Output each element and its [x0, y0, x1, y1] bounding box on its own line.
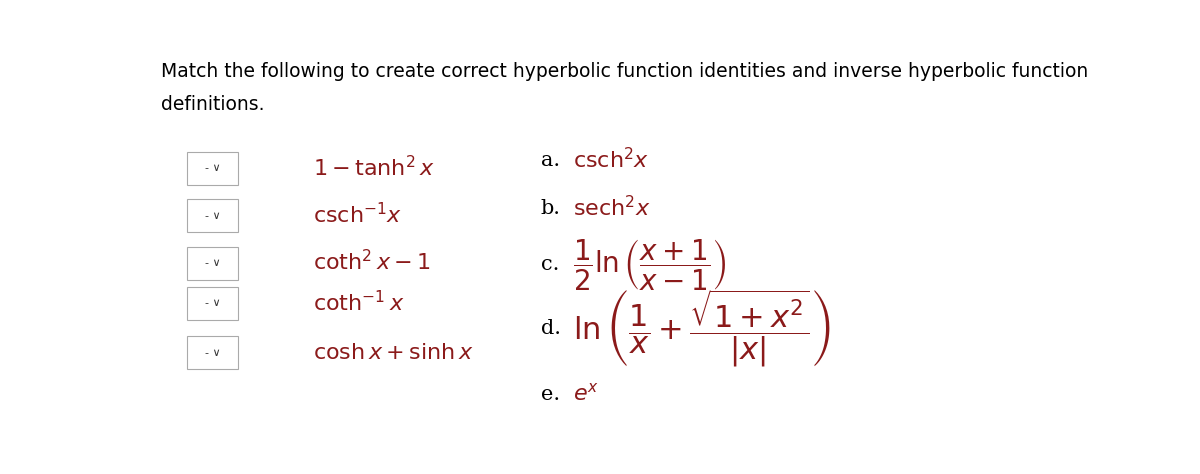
Text: $\mathrm{csch}^2 x$: $\mathrm{csch}^2 x$ — [574, 148, 649, 173]
Text: $\dfrac{1}{2}\ln\left(\dfrac{x+1}{x-1}\right)$: $\dfrac{1}{2}\ln\left(\dfrac{x+1}{x-1}\r… — [574, 237, 727, 292]
FancyBboxPatch shape — [187, 287, 239, 319]
Text: - ∨: - ∨ — [205, 258, 221, 268]
Text: $\ln\left(\dfrac{1}{x} + \dfrac{\sqrt{1+x^2}}{|x|}\right)$: $\ln\left(\dfrac{1}{x} + \dfrac{\sqrt{1+… — [574, 288, 832, 369]
Text: a.: a. — [540, 151, 559, 170]
FancyBboxPatch shape — [187, 152, 239, 185]
Text: $\cosh x + \sinh x$: $\cosh x + \sinh x$ — [313, 341, 473, 364]
Text: Match the following to create correct hyperbolic function identities and inverse: Match the following to create correct hy… — [161, 63, 1088, 82]
FancyBboxPatch shape — [187, 199, 239, 232]
Text: $\coth^2 x - 1$: $\coth^2 x - 1$ — [313, 250, 431, 276]
Text: c.: c. — [540, 255, 559, 274]
Text: $e^x$: $e^x$ — [574, 383, 599, 405]
FancyBboxPatch shape — [187, 246, 239, 280]
Text: - ∨: - ∨ — [205, 210, 221, 220]
Text: definitions.: definitions. — [161, 95, 265, 114]
Text: e.: e. — [540, 385, 559, 404]
Text: - ∨: - ∨ — [205, 347, 221, 357]
Text: $\mathrm{csch}^{-1} x$: $\mathrm{csch}^{-1} x$ — [313, 203, 402, 228]
Text: $1 - \tanh^2 x$: $1 - \tanh^2 x$ — [313, 155, 434, 181]
FancyBboxPatch shape — [187, 336, 239, 369]
Text: b.: b. — [540, 199, 560, 218]
Text: $\mathrm{sech}^2 x$: $\mathrm{sech}^2 x$ — [574, 196, 650, 221]
Text: - ∨: - ∨ — [205, 163, 221, 173]
Text: $\coth^{-1} x$: $\coth^{-1} x$ — [313, 291, 404, 316]
Text: - ∨: - ∨ — [205, 298, 221, 308]
Text: d.: d. — [540, 319, 560, 338]
